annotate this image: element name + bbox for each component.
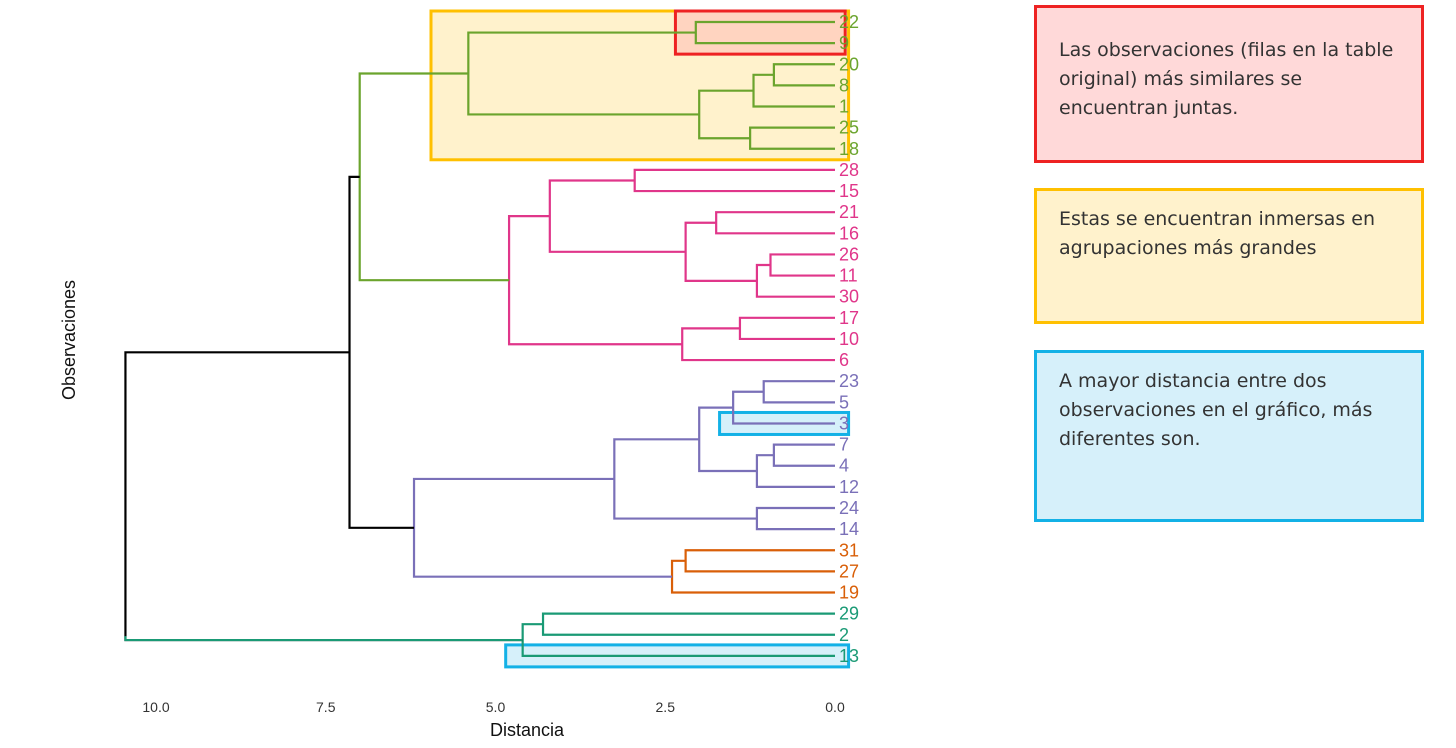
leaf-labels: 2292081251828152116261130171062353741224…: [839, 12, 859, 666]
leaf-label: 28: [839, 160, 859, 180]
dendrogram-link: [670, 559, 835, 594]
dendrogram-link: [633, 168, 835, 193]
leaf-label: 14: [839, 519, 859, 539]
leaf-label: 2: [839, 625, 849, 645]
leaf-label: 9: [839, 33, 849, 53]
leaf-label: 27: [839, 561, 859, 581]
leaf-label: 19: [839, 583, 859, 603]
leaf-label: 29: [839, 604, 859, 624]
annotation-text: Estas se encuentran inmersas en agrupaci…: [1059, 208, 1376, 259]
leaf-label: 5: [839, 392, 849, 412]
dendrogram-link: [772, 443, 835, 467]
leaf-label: 1: [839, 97, 849, 117]
dendrogram-link: [412, 477, 673, 578]
dendrogram-link: [755, 263, 835, 298]
x-tick-label: 7.5: [316, 699, 336, 715]
x-tick-label: 0.0: [825, 699, 845, 715]
leaf-label: 21: [839, 202, 859, 222]
dendrogram-link: [684, 221, 757, 282]
dendrogram-link: [738, 316, 835, 341]
dendrogram-link: [715, 211, 835, 235]
leaf-label: 16: [839, 223, 859, 243]
leaf-label: 7: [839, 435, 849, 455]
leaf-label: 12: [839, 477, 859, 497]
leaf-label: 24: [839, 498, 859, 518]
leaf-label: 20: [839, 54, 859, 74]
x-tick-label: 2.5: [656, 699, 676, 715]
leaf-label: 15: [839, 181, 859, 201]
x-axis-title: Distancia: [490, 720, 565, 740]
leaf-label: 30: [839, 287, 859, 307]
x-tick-label: 5.0: [486, 699, 506, 715]
leaf-label: 31: [839, 540, 859, 560]
leaf-label: 17: [839, 308, 859, 328]
leaf-label: 10: [839, 329, 859, 349]
dendrogram-link: [769, 253, 835, 277]
annotation-text: A mayor distancia entre dos observacione…: [1059, 370, 1373, 450]
annotation-similar-observations: Las observaciones (filas en la table ori…: [1034, 5, 1424, 163]
leaf-label: 3: [839, 413, 849, 433]
dendrogram-link: [507, 215, 683, 346]
dendrogram-link: [755, 454, 835, 488]
x-axis: 10.0 7.5 5.0 2.5 0.0: [142, 699, 845, 715]
dendrogram-link: [541, 612, 835, 636]
leaf-label: 6: [839, 350, 849, 370]
annotation-distance-meaning: A mayor distancia entre dos observacione…: [1034, 350, 1424, 522]
leaf-label: 11: [839, 266, 858, 286]
leaf-label: 26: [839, 244, 859, 264]
highlight-box: [673, 9, 847, 56]
leaf-label: 4: [839, 456, 849, 476]
leaf-label: 8: [839, 75, 849, 95]
dendrogram-link: [681, 327, 835, 362]
leaf-label: 13: [839, 646, 859, 666]
dendrogram-links: [124, 20, 835, 657]
leaf-label: 23: [839, 371, 859, 391]
dendrogram-chart: 2292081251828152116261130171062353741224…: [59, 9, 859, 740]
y-axis-title: Observaciones: [59, 280, 79, 400]
dendrogram-link: [613, 438, 757, 520]
dendrogram-link: [755, 506, 835, 531]
dendrogram-link: [124, 636, 523, 642]
leaf-label: 22: [839, 12, 859, 32]
leaf-label: 25: [839, 118, 859, 138]
x-tick-label: 10.0: [142, 699, 169, 715]
dendrogram-link: [124, 351, 523, 642]
annotation-larger-groups: Estas se encuentran inmersas en agrupaci…: [1034, 188, 1424, 324]
dendrogram-link: [684, 549, 835, 573]
dendrogram-link: [762, 380, 835, 404]
leaf-label: 18: [839, 139, 859, 159]
annotation-text: Las observaciones (filas en la table ori…: [1059, 39, 1394, 119]
